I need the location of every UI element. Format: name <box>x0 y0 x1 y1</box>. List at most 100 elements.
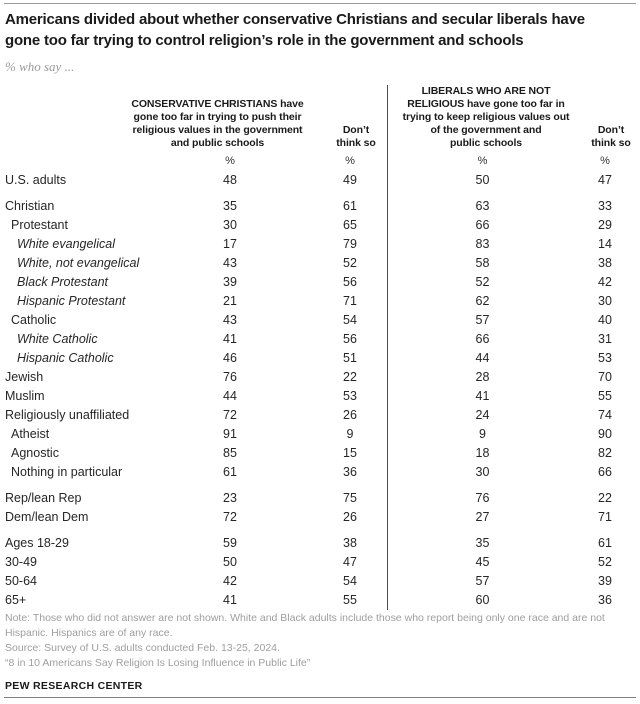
table-row: Jewish 76 22 28 70 <box>0 368 640 387</box>
table-row: 30-49 50 47 45 52 <box>0 553 640 572</box>
cell-conservative-dont-think-so-pct: 79 <box>343 237 357 251</box>
cell-conservative-gone-too-far-pct: 48 <box>223 173 237 187</box>
cell-liberals-gone-too-far-pct: 76 <box>475 491 490 505</box>
cell-liberals-dont-think-so-pct: 53 <box>598 351 612 365</box>
table-row: U.S. adults 48 49 50 47 <box>0 171 640 190</box>
cell-liberals-dont-think-so-pct: 47 <box>598 173 612 187</box>
table-row: Protestant 30 65 66 29 <box>0 216 640 235</box>
cell-conservative-dont-think-so-pct: 15 <box>343 446 357 460</box>
table-row: Religiously unaffiliated 72 26 24 74 <box>0 406 640 425</box>
cell-conservative-gone-too-far-pct: 59 <box>223 536 237 550</box>
cell-liberals-gone-too-far-pct: 62 <box>475 294 490 308</box>
cell-conservative-gone-too-far-pct: 50 <box>223 555 237 569</box>
cell-liberals-gone-too-far-pct: 24 <box>475 408 490 422</box>
cell-conservative-gone-too-far-pct: 91 <box>223 427 237 441</box>
table-row: Ages 18-29 59 38 35 61 <box>0 534 640 553</box>
cell-liberals-gone-too-far-pct: 44 <box>475 351 490 365</box>
table-header: CONSERVATIVE CHRISTIANS have gone too far… <box>0 85 640 150</box>
row-label: Protestant <box>11 218 68 232</box>
row-label: White, not evangelical <box>17 256 140 270</box>
cell-liberals-gone-too-far-pct: 60 <box>475 593 490 607</box>
cell-conservative-gone-too-far-pct: 35 <box>223 199 237 213</box>
table-row: Rep/lean Rep 23 75 76 22 <box>0 489 640 508</box>
unit-percent-1: % <box>225 155 235 167</box>
cell-conservative-dont-think-so-pct: 54 <box>343 574 357 588</box>
cell-liberals-dont-think-so-pct: 22 <box>598 491 612 505</box>
cell-conservative-dont-think-so-pct: 71 <box>343 294 357 308</box>
unit-row: % % % % <box>0 153 640 169</box>
subtitle: % who say ... <box>5 59 75 74</box>
column-header-dont-think-so-2: Don’t think so <box>591 124 631 149</box>
brand-wordmark: PEW RESEARCH CENTER <box>5 680 143 692</box>
cell-conservative-gone-too-far-pct: 41 <box>223 332 237 346</box>
table-row: 65+ 41 55 60 36 <box>0 591 640 610</box>
source-text: Source: Survey of U.S. adults conducted … <box>5 642 280 654</box>
cell-liberals-gone-too-far-pct: 57 <box>475 574 490 588</box>
table-row: Hispanic Protestant 21 71 62 30 <box>0 292 640 311</box>
top-divider <box>4 3 636 4</box>
page-title: Americans divided about whether conserva… <box>5 9 637 51</box>
cell-conservative-gone-too-far-pct: 76 <box>223 370 237 384</box>
cell-conservative-gone-too-far-pct: 42 <box>223 574 237 588</box>
cell-liberals-gone-too-far-pct: 28 <box>475 370 490 384</box>
cell-liberals-gone-too-far-pct: 9 <box>479 427 486 441</box>
row-label: Christian <box>5 199 55 213</box>
cell-liberals-dont-think-so-pct: 31 <box>598 332 612 346</box>
cell-conservative-gone-too-far-pct: 72 <box>223 408 237 422</box>
cell-liberals-gone-too-far-pct: 63 <box>475 199 490 213</box>
bottom-divider <box>4 697 636 698</box>
cell-liberals-dont-think-so-pct: 14 <box>598 237 612 251</box>
row-label: Rep/lean Rep <box>5 491 82 505</box>
cell-liberals-dont-think-so-pct: 38 <box>598 256 612 270</box>
cell-conservative-dont-think-so-pct: 38 <box>343 536 357 550</box>
cell-conservative-dont-think-so-pct: 51 <box>343 351 357 365</box>
cell-conservative-gone-too-far-pct: 61 <box>223 465 237 479</box>
cell-conservative-dont-think-so-pct: 54 <box>343 313 357 327</box>
cell-liberals-gone-too-far-pct: 18 <box>475 446 490 460</box>
unit-percent-3: % <box>477 155 488 167</box>
cell-liberals-gone-too-far-pct: 27 <box>475 510 490 524</box>
cell-conservative-dont-think-so-pct: 56 <box>343 332 357 346</box>
report-title-text: “8 in 10 Americans Say Religion Is Losin… <box>5 657 311 669</box>
column-header-dont-think-so-1: Don’t think so <box>336 124 376 149</box>
cell-conservative-dont-think-so-pct: 55 <box>343 593 357 607</box>
footnotes: Note: Those who did not answer are not s… <box>5 611 637 671</box>
row-label: Religiously unaffiliated <box>5 408 130 422</box>
cell-liberals-gone-too-far-pct: 83 <box>475 237 490 251</box>
cell-liberals-dont-think-so-pct: 36 <box>598 593 612 607</box>
cell-conservative-gone-too-far-pct: 72 <box>223 510 237 524</box>
cell-conservative-gone-too-far-pct: 17 <box>223 237 237 251</box>
cell-conservative-gone-too-far-pct: 23 <box>223 491 237 505</box>
table-row: 50-64 42 54 57 39 <box>0 572 640 591</box>
row-label: Black Protestant <box>17 275 109 289</box>
cell-conservative-gone-too-far-pct: 30 <box>223 218 237 232</box>
table-row: Catholic 43 54 57 40 <box>0 311 640 330</box>
row-label: White Catholic <box>17 332 98 346</box>
cell-conservative-dont-think-so-pct: 61 <box>343 199 357 213</box>
table-row: White, not evangelical 43 52 58 38 <box>0 254 640 273</box>
table-row: Christian 35 61 63 33 <box>0 197 640 216</box>
table-row: Agnostic 85 15 18 82 <box>0 444 640 463</box>
column-header-liberals-not-religious: LIBERALS WHO ARE NOT RELIGIOUS have gone … <box>402 85 570 149</box>
table-row: Atheist 91 9 9 90 <box>0 425 640 444</box>
row-label: 50-64 <box>5 574 37 588</box>
unit-spacer <box>0 153 150 169</box>
cell-liberals-dont-think-so-pct: 33 <box>598 199 612 213</box>
cell-liberals-dont-think-so-pct: 40 <box>598 313 612 327</box>
cell-conservative-gone-too-far-pct: 43 <box>223 256 237 270</box>
note-text: Note: Those who did not answer are not s… <box>5 612 605 639</box>
data-table: CONSERVATIVE CHRISTIANS have gone too far… <box>0 85 640 610</box>
table-body: U.S. adults 48 49 50 47 Christian 35 61 … <box>0 169 640 610</box>
cell-liberals-dont-think-so-pct: 66 <box>598 465 612 479</box>
cell-liberals-dont-think-so-pct: 39 <box>598 574 612 588</box>
cell-liberals-gone-too-far-pct: 30 <box>475 465 490 479</box>
column-header-conservative-christians: CONSERVATIVE CHRISTIANS have gone too far… <box>131 98 304 149</box>
cell-conservative-dont-think-so-pct: 75 <box>343 491 357 505</box>
row-label: 65+ <box>5 593 27 607</box>
cell-conservative-gone-too-far-pct: 39 <box>223 275 237 289</box>
row-label: 30-49 <box>5 555 37 569</box>
cell-liberals-dont-think-so-pct: 90 <box>598 427 612 441</box>
table-row: White evangelical 17 79 83 14 <box>0 235 640 254</box>
cell-conservative-gone-too-far-pct: 21 <box>223 294 237 308</box>
row-label: Nothing in particular <box>11 465 123 479</box>
